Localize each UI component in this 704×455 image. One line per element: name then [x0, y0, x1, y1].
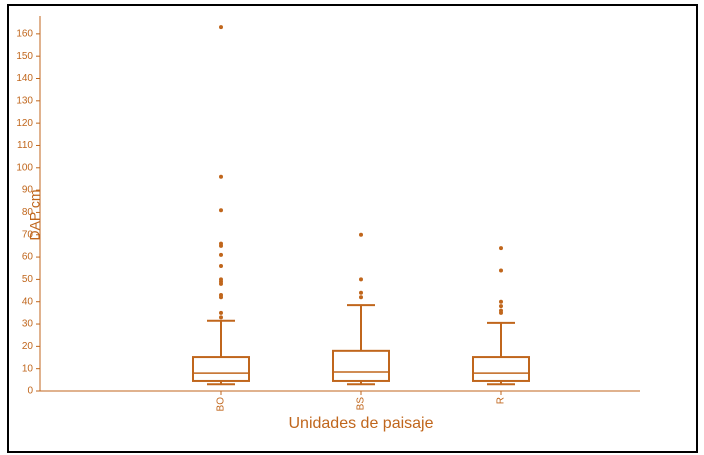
- y-tick-label: 140: [16, 73, 33, 84]
- y-tick-label: 80: [22, 207, 34, 218]
- y-tick-label: 70: [22, 229, 34, 240]
- box: [472, 356, 530, 382]
- outlier: [359, 232, 363, 237]
- y-tick-label: 40: [22, 296, 34, 307]
- outlier: [219, 174, 223, 179]
- outlier: [219, 264, 223, 268]
- outlier: [359, 295, 363, 300]
- y-tick-label: 30: [22, 319, 34, 330]
- y-tick-label: 130: [16, 95, 33, 106]
- y-tick-label: 110: [17, 140, 33, 151]
- y-tick-label: 160: [16, 28, 33, 39]
- y-tick-label: 10: [22, 363, 34, 374]
- outlier: [499, 246, 503, 251]
- outlier: [499, 310, 503, 315]
- outlier: [219, 252, 223, 257]
- outlier: [499, 299, 503, 304]
- outlier: [219, 208, 223, 213]
- y-tick-label: 120: [16, 118, 33, 129]
- x-tick-label: BO: [216, 397, 227, 412]
- outlier: [219, 25, 223, 30]
- box: [192, 356, 250, 382]
- outlier: [499, 268, 503, 273]
- y-tick-label: 90: [22, 185, 34, 196]
- outlier: [219, 281, 223, 286]
- y-tick-label: 20: [22, 341, 34, 352]
- y-tick-label: 150: [16, 51, 33, 62]
- x-axis-label: Unidades de paisaje: [289, 415, 434, 432]
- outlier: [359, 290, 363, 295]
- outlier: [219, 243, 223, 248]
- frame: [7, 4, 698, 453]
- y-tick-label: 50: [22, 274, 34, 285]
- outlier: [499, 304, 503, 309]
- outlier: [219, 295, 223, 300]
- outlier: [219, 310, 223, 315]
- y-tick-label: 60: [22, 252, 34, 263]
- box: [332, 349, 390, 382]
- y-axis-label: DAP cm: [27, 189, 43, 240]
- outlier: [219, 315, 223, 320]
- y-tick-label: 0: [27, 386, 33, 397]
- x-tick-label: BS: [356, 397, 367, 411]
- outlier: [359, 277, 363, 282]
- x-tick-label: R: [496, 397, 507, 404]
- y-tick-label: 100: [16, 162, 33, 173]
